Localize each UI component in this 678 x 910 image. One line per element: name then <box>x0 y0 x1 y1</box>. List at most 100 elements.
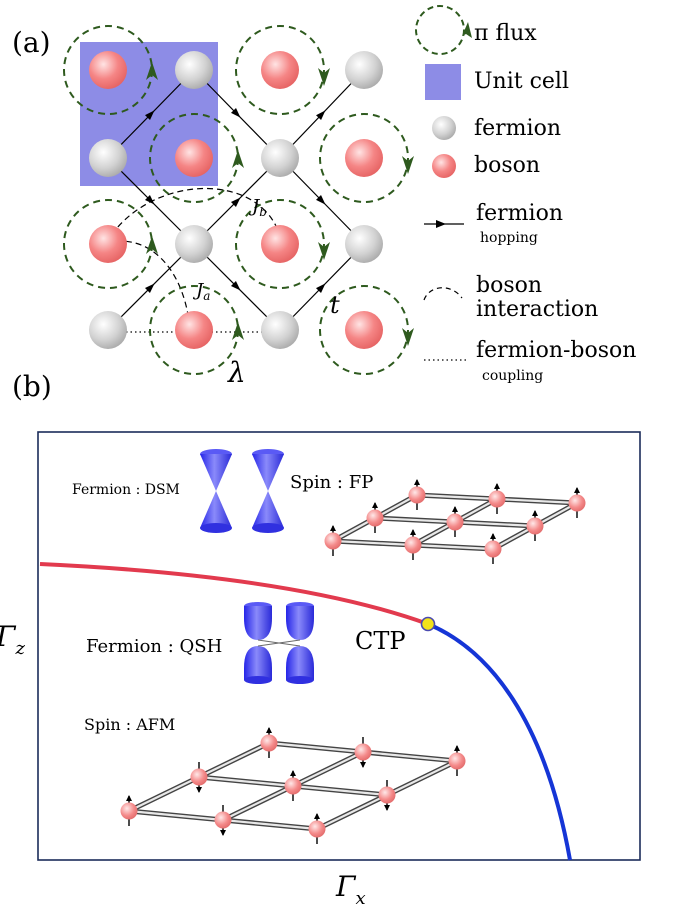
boson-site <box>261 51 299 89</box>
flux-arrow-down-icon <box>402 328 414 346</box>
lattice-bond-highlight <box>127 775 201 813</box>
legend-unit-cell: Unit cell <box>474 69 569 94</box>
legend-unit-cell-icon <box>425 64 461 100</box>
flux-arrow-up-icon <box>232 150 244 168</box>
flux-arrow-up-icon <box>146 62 158 80</box>
jb-symbol: Jb <box>248 196 267 219</box>
afm-spin-lattice <box>120 727 466 844</box>
top-fermion-label: Fermion : DSM <box>72 482 180 498</box>
lattice-bond-highlight <box>315 793 389 831</box>
qsh-gapped-bands-icon <box>244 602 314 684</box>
lattice-bond-highlight <box>127 809 225 822</box>
boson-interaction-jb <box>105 188 283 246</box>
boson-site <box>89 225 127 263</box>
fermion-site <box>89 139 127 177</box>
flux-arrow-up-icon <box>146 236 158 254</box>
fermion-site <box>89 311 127 349</box>
lattice-bond-highlight <box>197 741 271 779</box>
pi-flux-loops <box>63 25 414 375</box>
hopping-arrow-icon <box>231 107 241 118</box>
lattice-site <box>408 486 426 504</box>
fermion-site <box>261 311 299 349</box>
fermion-site <box>175 51 213 89</box>
boson-site <box>345 311 383 349</box>
lattice-bond-highlight <box>411 543 495 551</box>
hopping-arrow-icon <box>230 197 241 208</box>
lattice-site <box>404 536 422 554</box>
lattice-site <box>484 540 502 558</box>
lattice-site <box>214 811 232 829</box>
critical-point-marker <box>420 616 436 632</box>
lattice-site <box>354 743 372 761</box>
t-symbol: t <box>330 291 340 319</box>
boson-site <box>175 139 213 177</box>
lattice-site <box>120 802 138 820</box>
bottom-spin-label: Spin : AFM <box>84 715 175 734</box>
lattice-site <box>488 490 506 508</box>
legend-boson: boson <box>474 153 540 178</box>
fermion-site <box>345 51 383 89</box>
ctp-label: CTP <box>355 627 406 655</box>
flux-arrow-down-icon <box>318 242 330 260</box>
lattice-site <box>190 768 208 786</box>
lattice-site <box>284 777 302 795</box>
lattice-bond-highlight <box>267 741 365 754</box>
lattice-bond-highlight <box>453 520 537 528</box>
lattice-site <box>526 517 544 535</box>
lambda-symbol: λ <box>227 356 246 389</box>
flux-arrow-down-icon <box>318 68 330 86</box>
lattice-bond-highlight <box>415 493 499 501</box>
legend-fermion-icon <box>432 116 456 140</box>
lattice-bond-highlight <box>291 750 365 788</box>
hopping-arrow-icon <box>316 110 326 121</box>
lattice-site <box>260 734 278 752</box>
hopping-arrow-icon <box>316 194 326 205</box>
top-spin-label: Spin : FP <box>290 472 373 493</box>
ja-symbol: Ja <box>192 280 210 303</box>
legend-interaction-1: boson <box>476 273 542 298</box>
flux-arrow-up-icon <box>232 322 244 340</box>
blue-phase-boundary <box>427 622 572 861</box>
lattice-bond-highlight <box>221 784 295 822</box>
lattice-bond-highlight <box>385 759 459 797</box>
lattice-site <box>568 494 586 512</box>
lattice-bond-highlight <box>495 497 579 505</box>
legend-interaction-icon <box>423 287 463 301</box>
lattice-site <box>448 752 466 770</box>
hopping-arrow-icon <box>230 280 241 291</box>
lattice-site <box>324 532 342 550</box>
y-axis-label: Γz <box>0 620 25 659</box>
boson-site <box>261 225 299 263</box>
legend-flux-icon <box>415 5 465 55</box>
hopping-arrow-icon <box>144 194 155 205</box>
hopping-arrow-icon <box>144 283 155 294</box>
legend-hopping-2: hopping <box>480 230 538 246</box>
legend-boson-icon <box>432 154 456 178</box>
pi-flux-loop <box>319 285 409 375</box>
x-axis-label: Γx <box>335 870 366 909</box>
lattice-bond-highlight <box>197 775 295 788</box>
boson-site <box>175 311 213 349</box>
panel-b-label: (b) <box>12 370 52 403</box>
lattice-bond-highlight <box>361 750 459 763</box>
bottom-fermion-label: Fermion : QSH <box>86 636 222 657</box>
hopping-arrow-icon <box>316 283 326 294</box>
legend-interaction-2: interaction <box>476 297 598 322</box>
lattice-bond-highlight <box>373 516 457 524</box>
legend-flux-arrow-icon <box>462 22 472 38</box>
lattice-bond-highlight <box>221 818 319 831</box>
boson-site <box>345 139 383 177</box>
pi-flux-loop <box>235 25 325 115</box>
dsm-dirac-cones-icon <box>200 449 284 533</box>
fermion-hopping-bonds <box>107 69 365 331</box>
lattice-site <box>366 509 384 527</box>
legend-coupling-1: fermion-boson <box>476 338 636 363</box>
pi-flux-loop <box>319 113 409 203</box>
legend-coupling-2: coupling <box>482 368 543 384</box>
lattice-site <box>308 820 326 838</box>
fermion-site <box>261 139 299 177</box>
lattice-site <box>378 786 396 804</box>
fermion-site <box>345 225 383 263</box>
lattice-site <box>446 513 464 531</box>
